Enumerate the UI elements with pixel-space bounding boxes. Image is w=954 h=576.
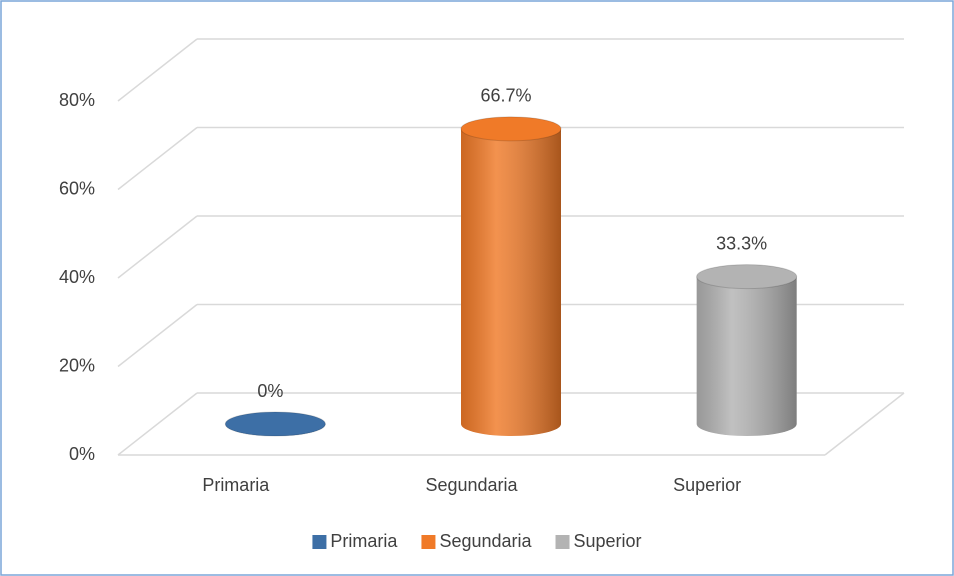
grid-line (117, 38, 198, 102)
cylinder-top (224, 411, 326, 437)
legend-swatch (555, 535, 570, 549)
cylinder-shade (696, 276, 797, 437)
cylinder-top (460, 116, 562, 142)
x-tick-label: Superior (673, 475, 741, 495)
cylinder-top (696, 264, 798, 290)
grid-line (117, 126, 198, 191)
grid-line (117, 392, 198, 456)
grid-line (117, 215, 198, 279)
legend-label: Segundaria (439, 531, 532, 551)
data-label: 0% (257, 381, 283, 401)
data-label: 33.3% (716, 233, 767, 253)
x-tick-label: Primaria (202, 475, 270, 495)
y-tick-label: 40% (59, 267, 95, 287)
data-label: 66.7% (480, 86, 531, 106)
legend-label: Primaria (330, 531, 398, 551)
y-tick-label: 80% (59, 90, 95, 110)
legend-label: Superior (574, 531, 642, 551)
floor-edge (824, 392, 905, 456)
grid-line (117, 303, 198, 368)
y-tick-label: 60% (59, 178, 95, 198)
cylinder-shade (461, 128, 561, 436)
y-tick-label: 20% (59, 355, 95, 375)
x-tick-label: Segundaria (425, 475, 518, 495)
legend-swatch (312, 535, 327, 549)
legend-swatch (421, 535, 436, 549)
y-tick-label: 0% (69, 444, 95, 464)
